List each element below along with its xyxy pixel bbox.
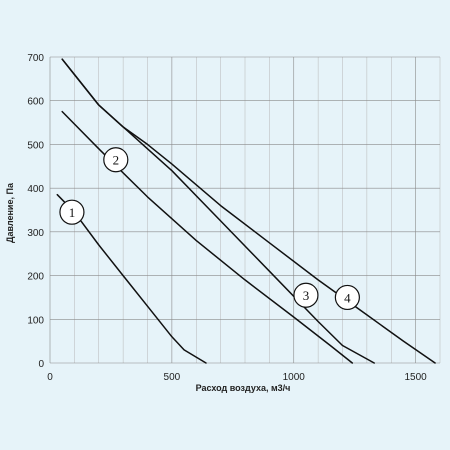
- marker-circle: [293, 282, 319, 308]
- marker-label: 2: [113, 153, 120, 168]
- y-tick-label: 600: [27, 97, 44, 108]
- grid: [49, 56, 441, 364]
- y-tick-label: 100: [27, 315, 44, 326]
- x-tick-label: 0: [47, 372, 53, 383]
- marker-label: 4: [344, 290, 351, 305]
- marker-circle: [103, 147, 129, 173]
- x-axis-label: Расход воздуха, м3/ч: [196, 383, 291, 393]
- y-axis-label: Давление, Па: [5, 182, 15, 243]
- curve-marker-4: 4: [334, 284, 360, 311]
- y-tick-label: 500: [27, 140, 44, 151]
- y-tick-label: 200: [27, 272, 44, 283]
- marker-label: 1: [69, 205, 76, 220]
- curve-markers: 1 2 3 4: [59, 147, 360, 311]
- y-tick-label: 700: [27, 53, 44, 64]
- curve-2: [61, 110, 354, 364]
- y-tick-label: 400: [27, 184, 44, 195]
- marker-circle: [334, 284, 360, 311]
- y-tick-label: 0: [38, 359, 44, 370]
- curve-marker-3: 3: [293, 282, 319, 308]
- x-tick-label: 500: [164, 372, 181, 383]
- x-tick-label: 1000: [283, 372, 306, 383]
- curve-marker-1: 1: [59, 199, 85, 225]
- marker-label: 3: [303, 288, 310, 303]
- curves: [56, 58, 436, 364]
- marker-circle: [59, 199, 85, 225]
- curve-4: [61, 58, 436, 364]
- tick-labels: 0 500 1000 1500 0 100 200 300 400 500 600 700: [27, 53, 427, 383]
- curve-marker-2: 2: [103, 147, 129, 173]
- x-tick-label: 1500: [405, 372, 428, 383]
- y-tick-label: 300: [27, 228, 44, 239]
- curve-3: [61, 58, 375, 364]
